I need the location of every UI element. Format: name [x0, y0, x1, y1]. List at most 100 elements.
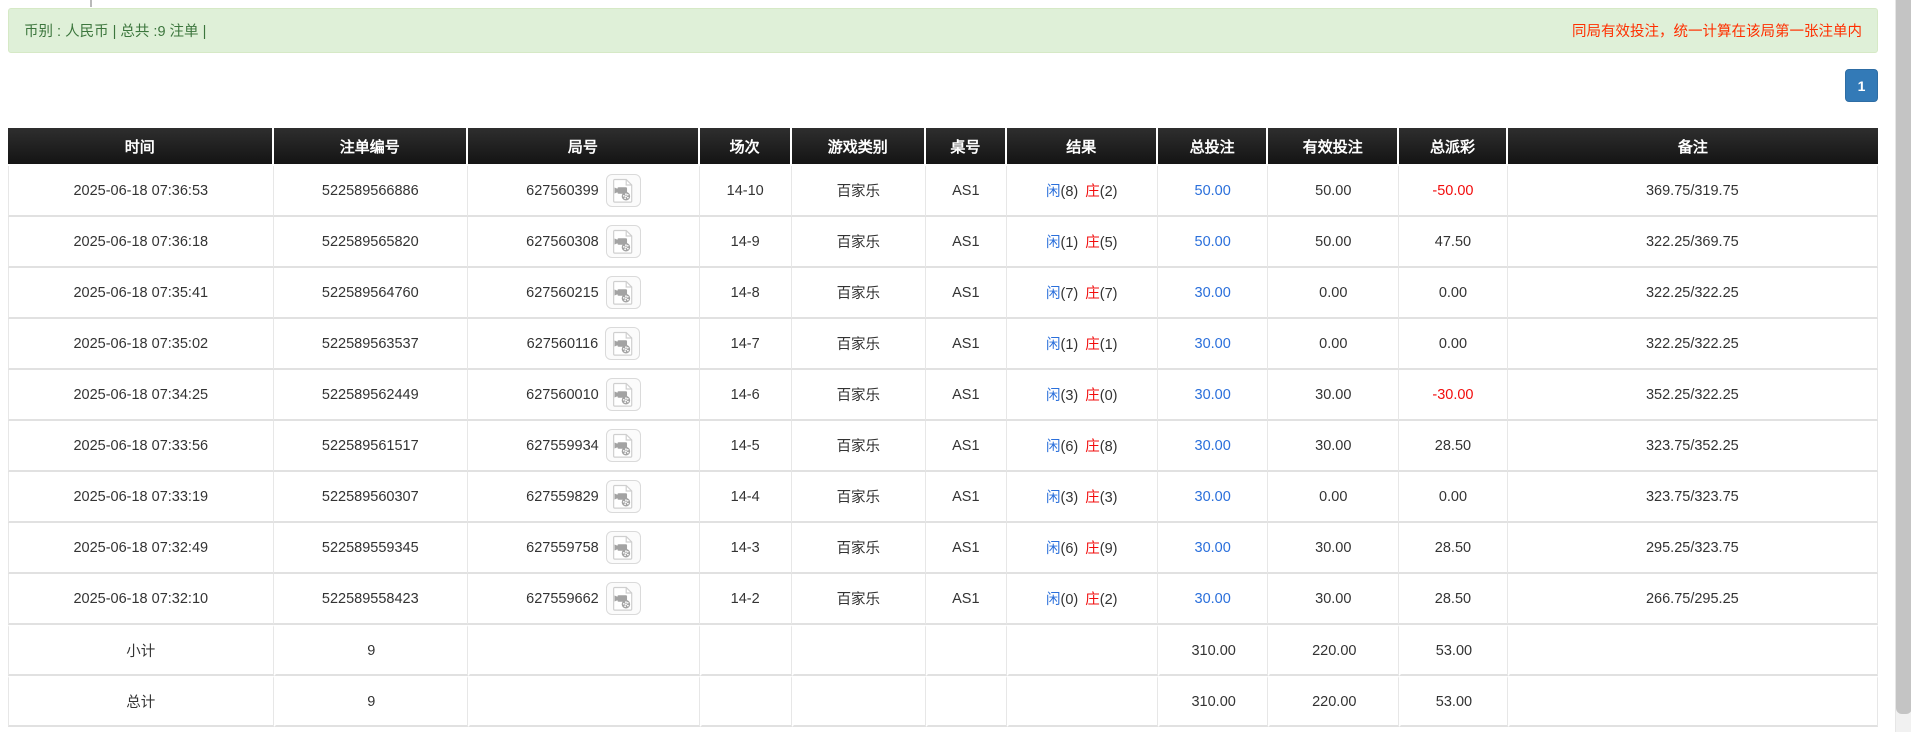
total-bet-cell: 50.00	[1158, 217, 1269, 268]
video-replay-button[interactable]	[605, 480, 641, 513]
session-cell: 14-7	[699, 319, 792, 370]
total-bet-link[interactable]: 30.00	[1194, 488, 1231, 505]
column-header-valid-bet: 有效投注	[1268, 128, 1400, 166]
vertical-scrollbar	[1895, 0, 1911, 732]
round-cell: 627559934	[468, 421, 700, 472]
session-cell: 14-5	[699, 421, 792, 472]
column-header-total-bet: 总投注	[1158, 128, 1269, 166]
column-header-remark: 备注	[1507, 128, 1878, 166]
payout-value: 0.00	[1438, 488, 1468, 505]
game-type-cell: 百家乐	[791, 370, 927, 421]
remark-cell: 295.25/323.75	[1507, 523, 1878, 574]
payout-value: -30.00	[1432, 386, 1474, 403]
video-replay-button[interactable]	[605, 582, 641, 615]
video-file-icon	[613, 229, 633, 254]
banker-result-label: 庄	[1085, 184, 1100, 200]
payout-cell: -30.00	[1399, 370, 1508, 421]
time-cell: 2025-06-18 07:32:49	[8, 523, 274, 574]
valid-bet-cell: 0.00	[1268, 319, 1400, 370]
result-cell: 闲(1) 庄(1)	[1006, 319, 1158, 370]
total-bet-cell: 50.00	[1158, 166, 1269, 217]
table-no-cell: AS1	[926, 217, 1007, 268]
table-no-cell: AS1	[926, 523, 1007, 574]
payout-value: -50.00	[1432, 182, 1474, 199]
subtotal-valid-bet: 220.00	[1268, 625, 1400, 676]
column-header-payout: 总派彩	[1399, 128, 1508, 166]
total-bet-link[interactable]: 30.00	[1194, 539, 1231, 556]
time-cell: 2025-06-18 07:35:02	[8, 319, 274, 370]
table-no-cell: AS1	[926, 370, 1007, 421]
column-header-table-no: 桌号	[926, 128, 1007, 166]
round-cell: 627560399	[468, 166, 700, 217]
video-replay-button[interactable]	[605, 174, 641, 207]
total-bet-link[interactable]: 30.00	[1194, 590, 1231, 607]
subtotal-total-bet: 310.00	[1158, 625, 1269, 676]
bet-id-cell: 522589559345	[273, 523, 468, 574]
pagination-page-1-button[interactable]: 1	[1845, 69, 1878, 102]
payout-cell: 0.00	[1399, 472, 1508, 523]
total-bet-link[interactable]: 50.00	[1194, 233, 1231, 250]
total-bet-link[interactable]: 30.00	[1194, 335, 1231, 352]
banker-result-label: 庄	[1085, 490, 1100, 506]
video-replay-button[interactable]	[605, 276, 641, 309]
banker-result-label: 庄	[1085, 592, 1100, 608]
game-type-cell: 百家乐	[791, 217, 927, 268]
session-cell: 14-4	[699, 472, 792, 523]
total-bet-link[interactable]: 30.00	[1194, 284, 1231, 301]
total-bet-cell: 30.00	[1158, 421, 1269, 472]
video-replay-button[interactable]	[605, 225, 641, 258]
valid-bet-cell: 0.00	[1268, 472, 1400, 523]
player-points: (6)	[1060, 541, 1079, 557]
total-bet-link[interactable]: 30.00	[1194, 386, 1231, 403]
payout-value: 47.50	[1434, 233, 1472, 250]
video-replay-button[interactable]	[605, 327, 641, 360]
bet-id-cell: 522589562449	[273, 370, 468, 421]
result-cell: 闲(8) 庄(2)	[1006, 166, 1158, 217]
column-header-game-type: 游戏类别	[791, 128, 927, 166]
total-total-bet: 310.00	[1158, 676, 1269, 727]
remark-cell: 323.75/323.75	[1507, 472, 1878, 523]
video-replay-button[interactable]	[605, 429, 641, 462]
player-points: (0)	[1060, 592, 1079, 608]
total-bet-link[interactable]: 50.00	[1194, 182, 1231, 199]
video-file-icon	[612, 331, 632, 356]
total-bet-cell: 30.00	[1158, 472, 1269, 523]
game-type-cell: 百家乐	[791, 472, 927, 523]
column-header-round-id: 局号	[468, 128, 700, 166]
player-result-label: 闲	[1046, 337, 1061, 353]
time-cell: 2025-06-18 07:33:56	[8, 421, 274, 472]
result-cell: 闲(6) 庄(9)	[1006, 523, 1158, 574]
bet-id-cell: 522589564760	[273, 268, 468, 319]
player-points: (8)	[1060, 184, 1079, 200]
subtotal-row: 小计 9 310.00 220.00 53.00	[8, 625, 1878, 676]
bet-record-row: 2025-06-18 07:34:25 522589562449 627560010…	[8, 370, 1878, 421]
summary-alert-bar: 币别 : 人民币 | 总共 :9 注单 | 同局有效投注，统一计算在该局第一张注…	[8, 8, 1878, 53]
session-cell: 14-10	[699, 166, 792, 217]
banker-result-label: 庄	[1085, 337, 1100, 353]
video-replay-button[interactable]	[605, 531, 641, 564]
player-result-label: 闲	[1046, 184, 1061, 200]
banker-points: (1)	[1099, 337, 1118, 353]
total-bet-link[interactable]: 30.00	[1194, 437, 1231, 454]
payout-value: 28.50	[1434, 539, 1472, 556]
remark-cell: 323.75/352.25	[1507, 421, 1878, 472]
bet-record-row: 2025-06-18 07:32:10 522589558423 627559662…	[8, 574, 1878, 625]
banker-result-label: 庄	[1085, 286, 1100, 302]
subtotal-label: 小计	[8, 625, 274, 676]
player-result-label: 闲	[1046, 388, 1061, 404]
total-bet-cell: 30.00	[1158, 523, 1269, 574]
time-cell: 2025-06-18 07:36:18	[8, 217, 274, 268]
time-cell: 2025-06-18 07:32:10	[8, 574, 274, 625]
video-replay-button[interactable]	[605, 378, 641, 411]
video-file-icon	[613, 484, 633, 509]
total-payout: 53.00	[1399, 676, 1508, 727]
column-header-result: 结果	[1006, 128, 1158, 166]
round-id: 627560308	[526, 233, 599, 250]
time-cell: 2025-06-18 07:33:19	[8, 472, 274, 523]
time-cell: 2025-06-18 07:34:25	[8, 370, 274, 421]
banker-points: (2)	[1099, 592, 1118, 608]
remark-cell: 322.25/322.25	[1507, 319, 1878, 370]
game-type-cell: 百家乐	[791, 574, 927, 625]
banker-points: (7)	[1099, 286, 1118, 302]
scrollbar-thumb[interactable]	[1896, 0, 1911, 714]
